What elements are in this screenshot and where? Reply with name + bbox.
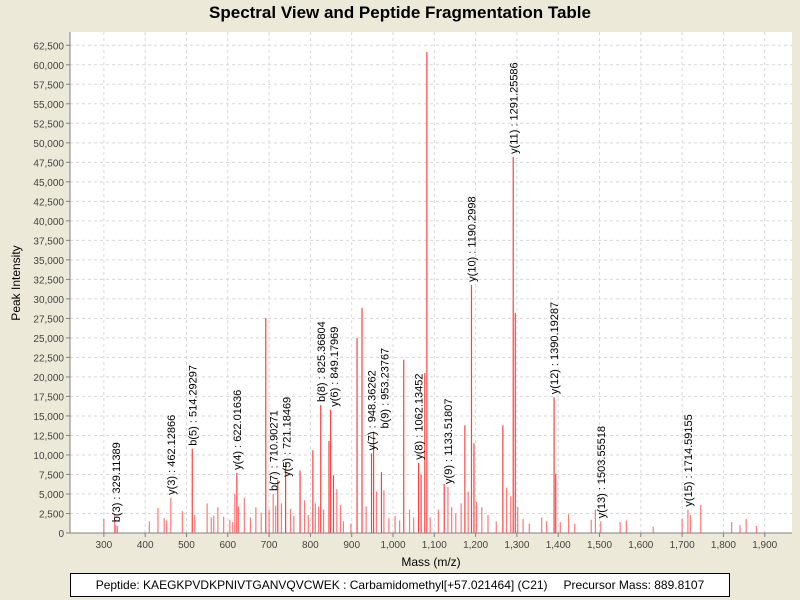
peak-annotation: y(10) : 1190.2998 [467, 196, 479, 281]
x-tick-label: 500 [178, 540, 195, 551]
x-tick-label: 1,400 [546, 540, 571, 551]
x-tick-label: 1,600 [628, 540, 653, 551]
y-tick-label: 55,000 [33, 100, 64, 111]
y-tick-label: 12,500 [33, 431, 64, 442]
peak-annotation: b(8) : 825.36804 [316, 321, 328, 402]
y-tick-label: 47,500 [33, 158, 64, 169]
y-tick-label: 25,000 [33, 334, 64, 345]
y-tick-label: 30,000 [33, 295, 64, 306]
x-tick-label: 400 [137, 540, 154, 551]
y-tick-label: 37,500 [33, 236, 64, 247]
y-tick-label: 52,500 [33, 119, 64, 130]
y-tick-label: 5,000 [39, 490, 64, 501]
x-tick-label: 800 [302, 540, 319, 551]
y-tick-label: 62,500 [33, 41, 64, 52]
peak-annotation: y(3) : 462.12866 [166, 415, 178, 495]
y-tick-label: 22,500 [33, 353, 64, 364]
y-tick-label: 57,500 [33, 80, 64, 91]
y-tick-label: 42,500 [33, 197, 64, 208]
plot-area [70, 32, 792, 533]
x-tick-label: 1,900 [752, 540, 777, 551]
x-tick-label: 1,000 [380, 540, 405, 551]
x-tick-label: 700 [261, 540, 278, 551]
peak-annotation: y(9) : 1133.51807 [443, 399, 455, 484]
x-tick-label: 900 [343, 540, 360, 551]
y-tick-label: 45,000 [33, 178, 64, 189]
y-tick-label: 15,000 [33, 412, 64, 423]
x-tick-label: 600 [219, 540, 236, 551]
y-axis-label: Peak Intensity [9, 245, 23, 320]
y-tick-label: 32,500 [33, 275, 64, 286]
peak-annotation: y(6) : 849.17969 [329, 327, 341, 407]
x-axis-label: Mass (m/z) [401, 555, 460, 569]
peak-annotation: y(15) : 1714.59155 [683, 414, 695, 506]
y-tick-label: 27,500 [33, 314, 64, 325]
y-tick-label: 60,000 [33, 61, 64, 72]
chart-title: Spectral View and Peptide Fragmentation … [209, 3, 591, 22]
y-tick-label: 20,000 [33, 373, 64, 384]
legend: Peptide: KAEGKPVDKPNIVTGANVQVCWEK : Carb… [70, 573, 730, 597]
x-tick-label: 1,700 [670, 540, 695, 551]
legend-precursor: Precursor Mass: 889.8107 [563, 578, 705, 592]
peak-annotation: y(8) : 1062.13452 [414, 374, 426, 460]
y-tick-label: 17,500 [33, 392, 64, 403]
x-tick-label: 1,500 [587, 540, 612, 551]
x-tick-label: 1,100 [422, 540, 447, 551]
peak-annotation: b(7) : 710.90271 [269, 410, 281, 491]
peak-annotation: y(4) : 622.01636 [232, 390, 244, 470]
x-tick-label: 1,200 [463, 540, 488, 551]
legend-peptide: Peptide: KAEGKPVDKPNIVTGANVQVCWEK : Carb… [95, 578, 548, 592]
x-tick-label: 1,800 [711, 540, 736, 551]
peak-annotation: b(3) : 329.11389 [111, 442, 123, 522]
y-tick-label: 40,000 [33, 217, 64, 228]
y-tick-label: 2,500 [39, 509, 64, 520]
peak-annotation: y(11) : 1291.25586 [508, 62, 520, 154]
y-tick-label: 35,000 [33, 256, 64, 267]
peak-annotation: b(5) : 514.29297 [187, 365, 199, 446]
y-tick-label: 7,500 [39, 470, 64, 481]
peak-annotation: b(9) : 953.23767 [380, 348, 392, 429]
peak-annotation: y(12) : 1390.19287 [549, 302, 561, 394]
peak-annotation: y(7) : 948.36262 [367, 370, 379, 450]
peak-annotation: y(13) : 1503.55518 [596, 426, 608, 518]
x-tick-label: 300 [96, 540, 113, 551]
x-tick-label: 1,300 [504, 540, 529, 551]
y-tick-label: 50,000 [33, 139, 64, 150]
peak-annotation: y(5) : 721.18469 [282, 397, 294, 477]
y-tick-label: 10,000 [33, 451, 64, 462]
y-tick-label: 0 [58, 529, 64, 540]
